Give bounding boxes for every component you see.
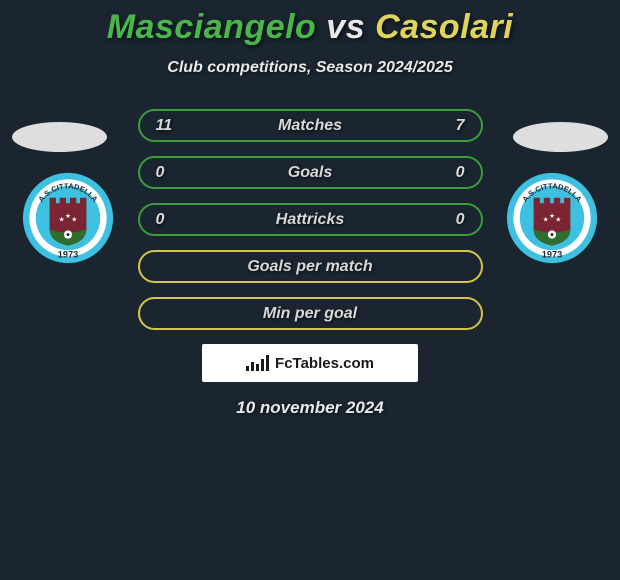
stat-right-value: 0 <box>441 164 465 182</box>
player2-club-badge: A.S.CITTADELLA ★ ★ ★ 1973 <box>506 172 598 264</box>
player2-name: Casolari <box>375 8 513 46</box>
stat-label: Goals per match <box>247 258 372 276</box>
stat-label: Hattricks <box>276 211 344 229</box>
player2-avatar-placeholder <box>513 122 608 152</box>
stat-left-value: 0 <box>156 164 180 182</box>
player1-name: Masciangelo <box>107 8 317 46</box>
stat-row-goals-per-match: Goals per match <box>138 250 483 283</box>
stat-right-value: 0 <box>441 211 465 229</box>
stat-row-hattricks: 0 Hattricks 0 <box>138 203 483 236</box>
svg-text:1973: 1973 <box>542 250 562 260</box>
season-subtitle: Club competitions, Season 2024/2025 <box>0 59 620 77</box>
stat-row-goals: 0 Goals 0 <box>138 156 483 189</box>
stat-right-value: 7 <box>441 117 465 135</box>
stat-row-matches: 11 Matches 7 <box>138 109 483 142</box>
comparison-title: Masciangelo vs Casolari <box>0 8 620 47</box>
svg-text:★: ★ <box>549 213 555 220</box>
stat-row-min-per-goal: Min per goal <box>138 297 483 330</box>
svg-text:★: ★ <box>59 217 65 224</box>
stat-label: Goals <box>288 164 332 182</box>
stat-left-value: 11 <box>156 117 180 135</box>
chart-icon <box>246 355 269 371</box>
svg-text:★: ★ <box>65 213 71 220</box>
player1-avatar-placeholder <box>12 122 107 152</box>
svg-text:1973: 1973 <box>58 250 78 260</box>
svg-text:★: ★ <box>543 217 549 224</box>
stat-label: Min per goal <box>263 305 357 323</box>
stat-left-value: 0 <box>156 211 180 229</box>
player1-club-badge: A.S.CITTADELLA ★ ★ ★ 1973 <box>22 172 114 264</box>
fctables-brand-box: FcTables.com <box>202 344 418 382</box>
svg-text:★: ★ <box>71 217 77 224</box>
vs-label: vs <box>326 8 365 46</box>
stat-label: Matches <box>278 117 342 135</box>
svg-text:★: ★ <box>555 217 561 224</box>
snapshot-date: 10 november 2024 <box>0 398 620 418</box>
fctables-brand-label: FcTables.com <box>275 355 374 372</box>
